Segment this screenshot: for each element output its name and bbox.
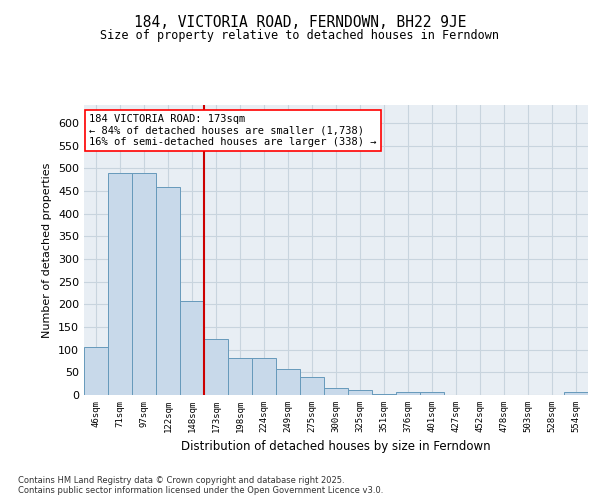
Bar [108, 173, 132, 395]
Bar [324, 388, 348, 395]
Bar [420, 392, 444, 395]
Bar [228, 358, 252, 395]
Text: Size of property relative to detached houses in Ferndown: Size of property relative to detached ho… [101, 30, 499, 43]
Bar [132, 173, 156, 395]
Text: Contains HM Land Registry data © Crown copyright and database right 2025.
Contai: Contains HM Land Registry data © Crown c… [18, 476, 383, 495]
Bar [180, 301, 204, 395]
Bar [348, 390, 372, 395]
Bar [276, 369, 300, 395]
Bar [156, 186, 180, 395]
Bar [564, 392, 588, 395]
Text: 184 VICTORIA ROAD: 173sqm
← 84% of detached houses are smaller (1,738)
16% of se: 184 VICTORIA ROAD: 173sqm ← 84% of detac… [89, 114, 377, 147]
Bar [300, 377, 324, 395]
X-axis label: Distribution of detached houses by size in Ferndown: Distribution of detached houses by size … [181, 440, 491, 454]
Bar [372, 394, 396, 395]
Y-axis label: Number of detached properties: Number of detached properties [43, 162, 52, 338]
Bar [252, 358, 276, 395]
Text: 184, VICTORIA ROAD, FERNDOWN, BH22 9JE: 184, VICTORIA ROAD, FERNDOWN, BH22 9JE [134, 15, 466, 30]
Bar [396, 392, 420, 395]
Bar [204, 340, 228, 395]
Bar [84, 348, 108, 395]
